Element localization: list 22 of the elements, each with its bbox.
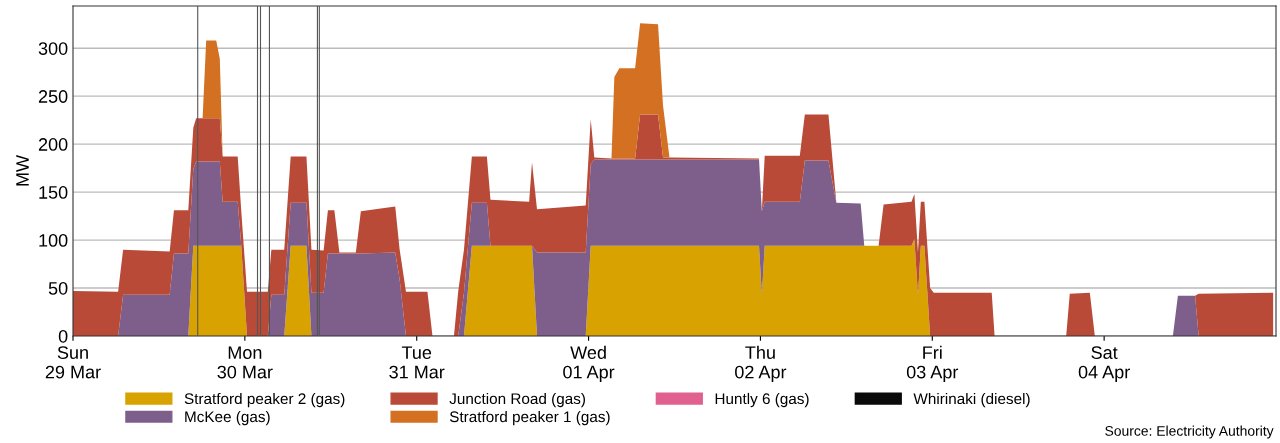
y-tick-label: 300 bbox=[38, 42, 68, 55]
x-tick-label: Fri 03 Apr bbox=[906, 345, 959, 382]
y-tick-label: 100 bbox=[39, 234, 68, 247]
y-axis-title: MW bbox=[16, 155, 29, 186]
source-note: Source: Electricity Authority bbox=[1105, 425, 1274, 439]
y-tick-label: 0 bbox=[58, 329, 68, 343]
x-tick-label: Thu 02 Apr bbox=[735, 345, 787, 382]
x-tick-label: Sun 29 Mar bbox=[45, 346, 101, 379]
y-tick-label: 150 bbox=[39, 186, 68, 199]
y-tick-label: 200 bbox=[38, 138, 68, 151]
x-tick-label: Wed 01 Apr bbox=[563, 345, 615, 382]
y-tick-label: 250 bbox=[38, 90, 68, 103]
legend-label: Junction Road (gas) bbox=[449, 392, 585, 408]
legend-label: Stratford peaker 1 (gas) bbox=[449, 410, 610, 426]
legend-label: McKee (gas) bbox=[185, 410, 270, 426]
x-tick-label: Tue 31 Mar bbox=[389, 346, 445, 379]
y-tick-label: 50 bbox=[48, 281, 68, 295]
x-tick-label: Mon 30 Mar bbox=[217, 346, 273, 379]
legend-label: Whirinaki (diesel) bbox=[913, 392, 1030, 408]
legend-label: Stratford peaker 2 (gas) bbox=[184, 392, 345, 408]
x-tick-label: Sat 04 Apr bbox=[1078, 346, 1130, 382]
legend-label: Huntly 6 (gas) bbox=[715, 392, 809, 408]
